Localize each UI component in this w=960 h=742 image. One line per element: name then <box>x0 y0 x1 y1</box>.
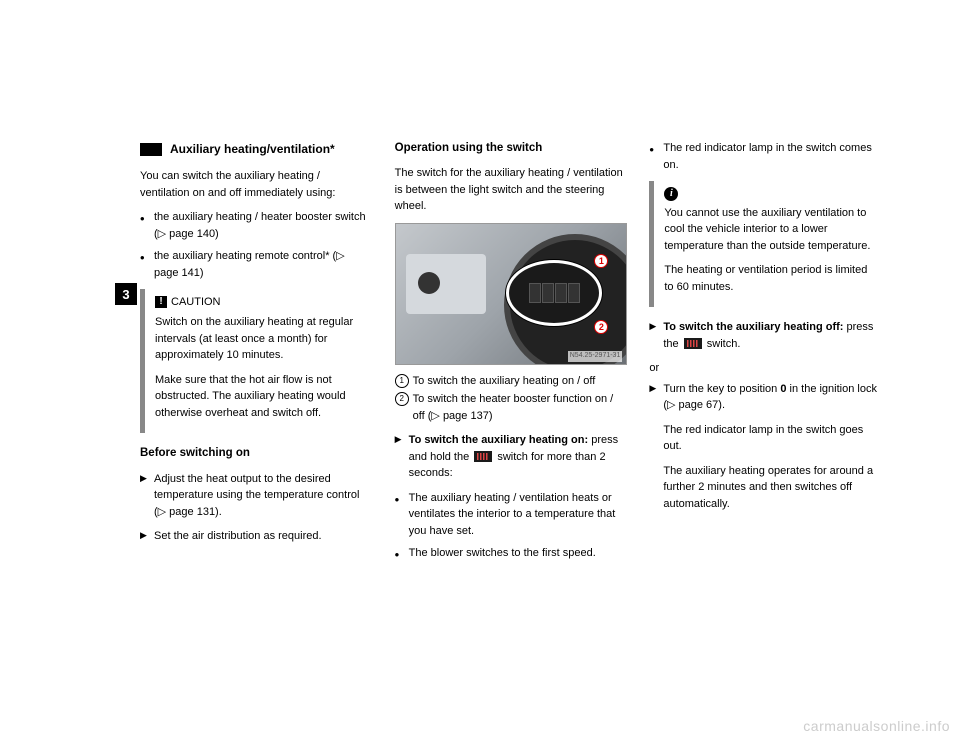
list-item: the auxiliary heating remote control* (▷… <box>140 248 371 281</box>
section-marker <box>140 143 162 156</box>
callout-2: 2 <box>594 320 608 334</box>
switch-row <box>529 283 580 303</box>
info-paragraph: The heating or ventilation period is lim… <box>664 262 874 295</box>
heater-switch-icon <box>474 451 492 462</box>
switch-on-label: To switch the auxiliary heating on: <box>409 434 589 446</box>
section-title: Auxiliary heating/ventilation* <box>170 140 335 158</box>
switch-inset <box>506 260 602 326</box>
callout-1: 1 <box>594 254 608 268</box>
light-switch-panel <box>406 254 486 314</box>
legend-text: To switch the heater booster function on… <box>413 393 614 422</box>
list-item: The blower switches to the first speed. <box>395 545 626 562</box>
image-code: N54.25-2971-31 <box>568 351 623 362</box>
result-text: The auxiliary heating operates for aroun… <box>649 463 880 513</box>
heater-switch-icon <box>684 338 702 349</box>
watermark: carmanualsonline.info <box>803 718 950 734</box>
column-1: Auxiliary heating/ventilation* You can s… <box>140 140 371 570</box>
step-key: Turn the key to position 0 in the igniti… <box>649 381 880 414</box>
column-2: Operation using the switch The switch fo… <box>395 140 626 570</box>
method-list: the auxiliary heating / heater booster s… <box>140 209 371 281</box>
page-content: Auxiliary heating/ventilation* You can s… <box>0 0 960 610</box>
legend-text: To switch the auxiliary heating on / off <box>413 375 596 387</box>
list-item: The red indicator lamp in the switch com… <box>649 140 880 173</box>
before-heading: Before switching on <box>140 445 371 462</box>
list-item: the auxiliary heating / heater booster s… <box>140 209 371 242</box>
switch <box>529 283 541 303</box>
legend-item: 2 To switch the heater booster function o… <box>395 391 626 424</box>
chapter-tab: 3 <box>115 282 137 306</box>
switch <box>542 283 554 303</box>
legend-num-icon: 2 <box>395 392 409 406</box>
result-text: The red indicator lamp in the switch goe… <box>649 422 880 455</box>
legend-list: 1 To switch the auxiliary heating on / of… <box>395 373 626 425</box>
switch <box>568 283 580 303</box>
caution-paragraph: Switch on the auxiliary heating at regul… <box>155 314 365 364</box>
info-icon: i <box>664 187 678 201</box>
legend-num-icon: 1 <box>395 374 409 388</box>
operation-intro: The switch for the auxiliary heating / v… <box>395 165 626 215</box>
operation-heading: Operation using the switch <box>395 140 626 157</box>
on-result-list: The auxiliary heating / ventilation heat… <box>395 490 626 562</box>
step-switch-on: To switch the auxiliary heating on: pres… <box>395 432 626 482</box>
intro-text: You can switch the auxiliary heating / v… <box>140 168 371 201</box>
switch-off-label: To switch the auxiliary heating off: <box>663 321 843 333</box>
info-box: i You cannot use the auxiliary ventilati… <box>649 181 880 307</box>
caution-label: ! CAUTION <box>155 294 221 311</box>
switch <box>555 283 567 303</box>
caution-paragraph: Make sure that the hot air flow is not o… <box>155 372 365 422</box>
continued-list: The red indicator lamp in the switch com… <box>649 140 880 173</box>
or-text: or <box>649 360 880 377</box>
list-item: The auxiliary heating / ventilation heat… <box>395 490 626 540</box>
info-paragraph: You cannot use the auxiliary ventilation… <box>664 205 874 255</box>
key-text-a: Turn the key to position <box>663 383 780 395</box>
exclamation-icon: ! <box>155 296 167 308</box>
step-switch-off: To switch the auxiliary heating off: pre… <box>649 319 880 352</box>
step-item: Set the air distribution as required. <box>140 528 371 545</box>
legend-item: 1 To switch the auxiliary heating on / of… <box>395 373 626 390</box>
section-title-bar: Auxiliary heating/ventilation* <box>140 140 371 158</box>
switch-off-text-b: switch. <box>704 338 741 350</box>
dashboard-photo: 1 2 N54.25-2971-31 <box>395 223 628 365</box>
caution-box: ! CAUTION Switch on the auxiliary heatin… <box>140 289 371 433</box>
step-item: Adjust the heat output to the desired te… <box>140 471 371 521</box>
caution-text: CAUTION <box>171 294 221 311</box>
column-3: The red indicator lamp in the switch com… <box>649 140 880 570</box>
